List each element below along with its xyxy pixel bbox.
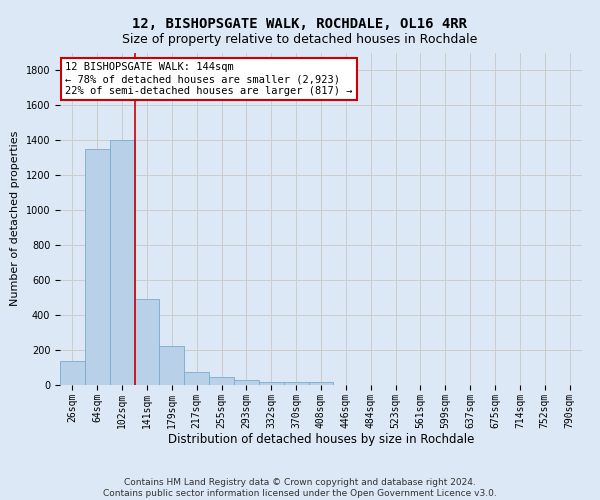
Bar — [110, 140, 134, 385]
Bar — [184, 372, 209, 385]
Bar — [85, 149, 110, 385]
Bar — [209, 377, 234, 385]
Text: 12, BISHOPSGATE WALK, ROCHDALE, OL16 4RR: 12, BISHOPSGATE WALK, ROCHDALE, OL16 4RR — [133, 18, 467, 32]
Text: Contains HM Land Registry data © Crown copyright and database right 2024.
Contai: Contains HM Land Registry data © Crown c… — [103, 478, 497, 498]
Bar — [308, 382, 334, 385]
Text: 12 BISHOPSGATE WALK: 144sqm
← 78% of detached houses are smaller (2,923)
22% of : 12 BISHOPSGATE WALK: 144sqm ← 78% of det… — [65, 62, 353, 96]
Bar — [234, 380, 259, 385]
Bar — [259, 382, 284, 385]
Bar — [160, 346, 184, 385]
Text: Size of property relative to detached houses in Rochdale: Size of property relative to detached ho… — [122, 32, 478, 46]
X-axis label: Distribution of detached houses by size in Rochdale: Distribution of detached houses by size … — [168, 434, 474, 446]
Bar — [284, 382, 308, 385]
Bar — [60, 362, 85, 385]
Bar — [134, 299, 160, 385]
Y-axis label: Number of detached properties: Number of detached properties — [10, 131, 20, 306]
